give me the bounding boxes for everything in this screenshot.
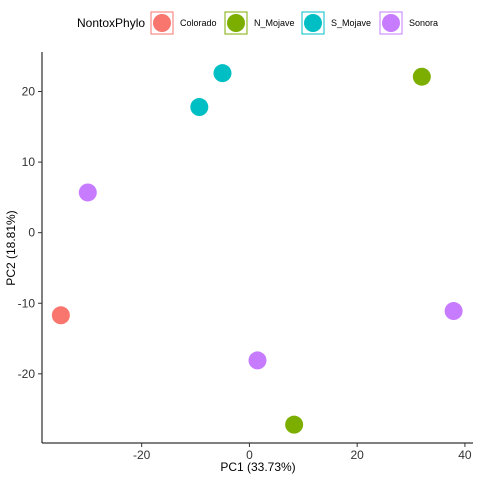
legend-title: NontoxPhylo [77, 16, 145, 30]
point-colorado [51, 306, 70, 325]
point-sonora [444, 302, 463, 321]
x-tick-label: 40 [458, 448, 472, 462]
legend-key-dot [382, 14, 400, 32]
plot-points [51, 64, 463, 434]
point-n-mojave [285, 415, 304, 434]
point-sonora [248, 351, 267, 370]
legend-key-box [150, 11, 174, 35]
point-n-mojave [412, 67, 431, 86]
y-tick-label: 10 [22, 155, 36, 169]
legend-key-dot [227, 14, 245, 32]
legend-label: Sonora [409, 18, 438, 28]
legend-label: N_Mojave [254, 18, 295, 28]
y-tick-label: 20 [22, 85, 36, 99]
point-s-mojave [213, 64, 232, 83]
y-tick-label: 0 [28, 226, 35, 240]
legend-key-box [224, 11, 248, 35]
x-tick-label: -20 [133, 448, 151, 462]
legend-item-sonora: Sonora [379, 11, 438, 35]
y-tick-label: -20 [18, 367, 36, 381]
axes [41, 52, 473, 444]
legend-key-dot [153, 14, 171, 32]
point-s-mojave [190, 98, 209, 117]
legend-item-colorado: Colorado [150, 11, 217, 35]
x-tick-label: 20 [350, 448, 364, 462]
point-sonora [78, 183, 97, 202]
x-axis-ticks: -20 0 20 40 [133, 443, 472, 462]
x-axis-title: PC1 (33.73%) [220, 460, 295, 474]
legend-key-dot [304, 14, 322, 32]
legend: NontoxPhylo Colorado N_Mojave S_Mojave Sono… [77, 11, 438, 35]
legend-key-box [379, 11, 403, 35]
y-axis-ticks: -20 -10 0 10 20 [18, 85, 42, 381]
y-tick-label: -10 [18, 296, 36, 310]
legend-item-n-mojave: N_Mojave [224, 11, 295, 35]
legend-key-box [301, 11, 325, 35]
y-axis-title: PC2 (18.81%) [4, 210, 18, 285]
legend-label: Colorado [180, 18, 217, 28]
x-tick-label: 0 [246, 448, 253, 462]
legend-item-s-mojave: S_Mojave [301, 11, 371, 35]
legend-label: S_Mojave [331, 18, 371, 28]
